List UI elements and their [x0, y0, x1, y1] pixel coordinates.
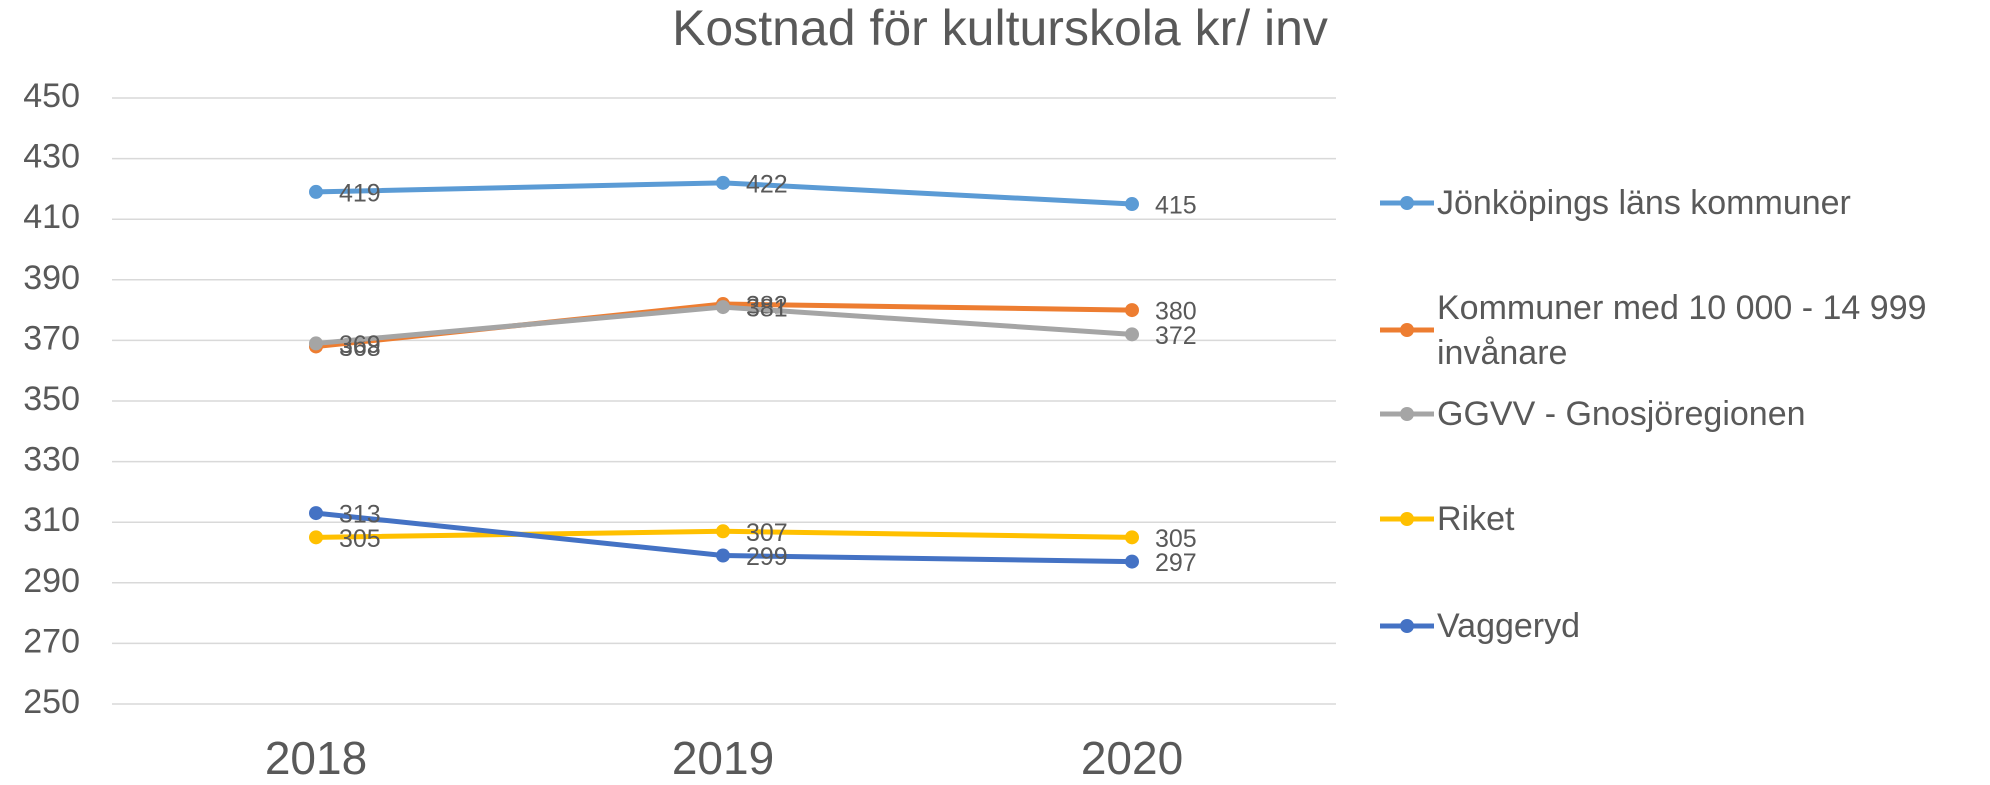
data-label: 372 [1155, 322, 1197, 350]
legend-label: GGVV - Gnosjöregionen [1437, 395, 1806, 433]
legend-label: Riket [1437, 500, 1515, 538]
x-tick-label: 2019 [672, 732, 774, 784]
data-label: 415 [1155, 192, 1197, 220]
y-tick-label: 330 [23, 441, 80, 479]
data-label: 382 [746, 292, 788, 320]
point [716, 175, 730, 190]
point [309, 184, 323, 199]
data-label: 299 [746, 543, 788, 571]
y-tick-label: 270 [23, 622, 80, 660]
y-tick-label: 390 [23, 259, 80, 297]
point [716, 548, 730, 563]
data-label: 307 [746, 519, 788, 547]
y-tick-label: 250 [23, 683, 80, 721]
point [309, 336, 323, 351]
data-label: 422 [746, 170, 788, 198]
data-label: 305 [1155, 525, 1197, 553]
data-label: 380 [1155, 298, 1197, 326]
x-tick-label: 2020 [1081, 732, 1183, 784]
point [309, 530, 323, 545]
legend-label: Kommuner med 10 000 - 14 999 invånare [1437, 289, 1927, 372]
legend-marker [1400, 407, 1414, 421]
data-label: 297 [1155, 549, 1197, 577]
data-label: 313 [339, 501, 381, 529]
point [716, 300, 730, 315]
point [309, 506, 323, 521]
data-label: 369 [339, 331, 381, 359]
x-tick-label: 2018 [265, 732, 367, 784]
y-tick-label: 450 [23, 77, 80, 115]
chart-title: Kostnad för kulturskola kr/ inv [672, 0, 1328, 56]
point [1125, 327, 1139, 342]
point [1125, 197, 1139, 212]
point [716, 524, 730, 539]
y-tick-label: 410 [23, 198, 80, 236]
y-tick-label: 430 [23, 138, 80, 176]
point [1125, 530, 1139, 545]
legend-label: Vaggeryd [1437, 607, 1581, 645]
y-tick-label: 310 [23, 501, 80, 539]
legend-marker [1400, 512, 1414, 526]
data-label: 419 [339, 180, 381, 208]
y-tick-label: 350 [23, 380, 80, 418]
y-tick-label: 290 [23, 562, 80, 600]
data-label: 381 [746, 295, 788, 323]
point [1125, 554, 1139, 569]
legend-marker [1400, 619, 1414, 633]
legend-marker [1400, 323, 1414, 337]
data-label: 305 [339, 525, 381, 553]
legend-label: Jönköpings läns kommuner [1437, 184, 1851, 222]
point [1125, 303, 1139, 318]
y-tick-label: 370 [23, 319, 80, 357]
legend-marker [1400, 196, 1414, 210]
